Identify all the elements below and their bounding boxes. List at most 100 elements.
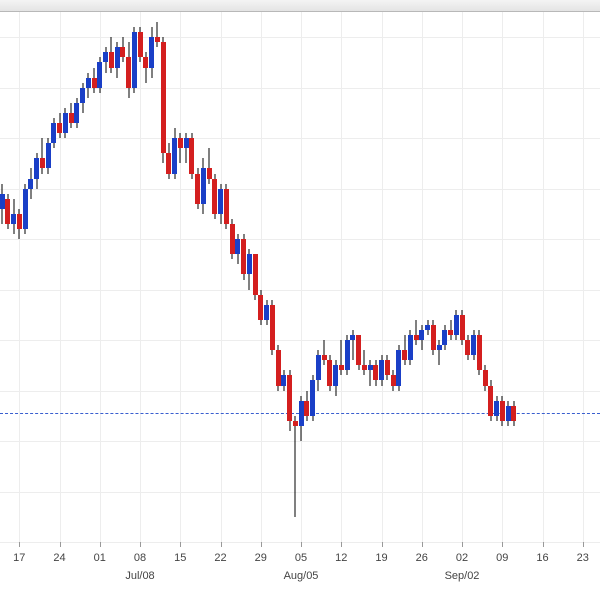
candle [437, 12, 442, 542]
candle-body [402, 350, 407, 360]
candle [385, 12, 390, 542]
candle-body [17, 214, 22, 229]
candle-body [120, 47, 125, 57]
candlestick-plot-area[interactable] [0, 12, 600, 543]
x-tick-mark [60, 542, 61, 547]
x-tick-mark [543, 542, 544, 547]
x-tick-label: 12 [335, 552, 347, 564]
candle-body [224, 189, 229, 224]
candle [224, 12, 229, 542]
candle-body [379, 360, 384, 380]
x-tick-mark [301, 542, 302, 547]
candle [310, 12, 315, 542]
candle-body [465, 340, 470, 355]
candle [109, 12, 114, 542]
candle [293, 12, 298, 542]
x-tick-label: 26 [416, 552, 428, 564]
x-tick-label: 02 [456, 552, 468, 564]
candle-body [506, 406, 511, 421]
candle [132, 12, 137, 542]
candle [299, 12, 304, 542]
x-tick-label: 08 [134, 552, 146, 564]
candle-body [494, 401, 499, 416]
candle-body [23, 189, 28, 229]
candle-body [34, 158, 39, 178]
candle [5, 12, 10, 542]
candle [247, 12, 252, 542]
candle [281, 12, 286, 542]
candle [276, 12, 281, 542]
candle-body [488, 386, 493, 416]
candle-body [333, 365, 338, 385]
candle [414, 12, 419, 542]
candle-body [230, 224, 235, 254]
grid-line-v [543, 12, 544, 542]
candle [253, 12, 258, 542]
candle-body [304, 401, 309, 416]
x-tick-label: 15 [174, 552, 186, 564]
chart-top-toolbar [0, 0, 600, 12]
x-tick-mark [140, 542, 141, 547]
x-tick-mark [180, 542, 181, 547]
x-tick-label: 17 [13, 552, 25, 564]
candle-body [46, 143, 51, 168]
candle-wick [364, 350, 365, 375]
candle [402, 12, 407, 542]
candle [178, 12, 183, 542]
candle-body [281, 375, 286, 385]
candle-body [5, 199, 10, 224]
x-tick-label: 23 [577, 552, 589, 564]
candle-body [172, 138, 177, 173]
x-month-label: Jul/08 [125, 570, 154, 582]
candle-body [316, 355, 321, 380]
x-tick-mark [422, 542, 423, 547]
candle-body [178, 138, 183, 148]
x-tick-mark [502, 542, 503, 547]
candle [218, 12, 223, 542]
candle-body [86, 78, 91, 88]
candle [500, 12, 505, 542]
candle [126, 12, 131, 542]
candle [339, 12, 344, 542]
candle [264, 12, 269, 542]
x-tick-label: 19 [375, 552, 387, 564]
candle-body [11, 214, 16, 224]
candle [92, 12, 97, 542]
candle-body [28, 179, 33, 189]
candle-wick [157, 22, 158, 47]
candle-body [235, 239, 240, 254]
candle-body [299, 401, 304, 426]
x-tick-mark [221, 542, 222, 547]
candle-body [448, 330, 453, 335]
candle-body [69, 113, 74, 123]
candle [419, 12, 424, 542]
x-tick-mark [341, 542, 342, 547]
candle-body [195, 174, 200, 204]
x-axis-area: 17240108Jul/0815222905Aug/0512192602Sep/… [0, 542, 600, 600]
candle [465, 12, 470, 542]
candle [184, 12, 189, 542]
candle [17, 12, 22, 542]
x-tick-mark [382, 542, 383, 547]
candle-body [103, 52, 108, 62]
candle [471, 12, 476, 542]
candle-body [362, 365, 367, 370]
candle [40, 12, 45, 542]
candle-body [414, 335, 419, 340]
candle-body [138, 32, 143, 57]
candle [511, 12, 516, 542]
candle-body [477, 335, 482, 370]
candle [350, 12, 355, 542]
x-month-label: Sep/02 [445, 570, 480, 582]
candle-body [126, 57, 131, 87]
candle [494, 12, 499, 542]
candle [368, 12, 373, 542]
candle-body [460, 315, 465, 340]
candle [207, 12, 212, 542]
candle-body [189, 138, 194, 173]
x-tick-mark [100, 542, 101, 547]
candle [195, 12, 200, 542]
x-tick-label: 16 [536, 552, 548, 564]
candle [80, 12, 85, 542]
candle-body [207, 168, 212, 178]
